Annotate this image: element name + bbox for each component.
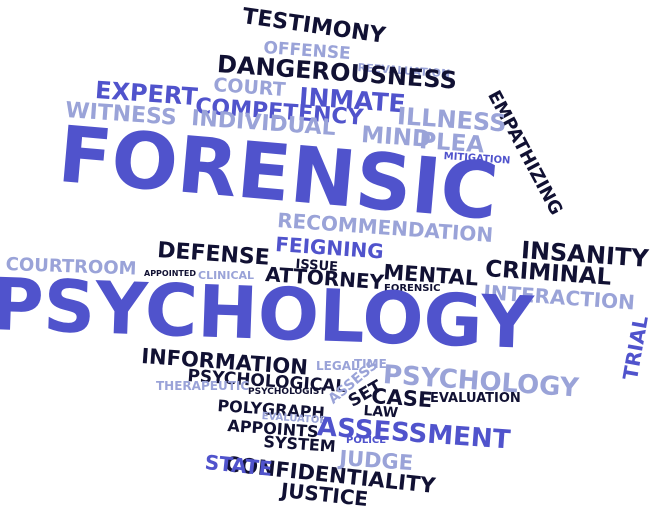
word-psychology-big: PSYCHOLOGY	[0, 262, 535, 365]
word-state: STATE	[203, 450, 274, 481]
word-appointed: APPOINTED	[144, 269, 196, 278]
word-clinical: CLINICAL	[198, 269, 255, 282]
word-feigning: FEIGNING	[274, 232, 385, 264]
word-evaluation: EVALUATION	[430, 391, 521, 406]
word-trial: TRIAL	[618, 313, 650, 382]
word-system: SYSTEM	[262, 432, 337, 457]
word-time: TIME	[354, 357, 387, 371]
word-psychologist: PSYCHOLOGIST	[248, 387, 326, 397]
word-therapeutic: THERAPEUTIC	[156, 379, 250, 393]
word-forensic-small: FORENSIC	[384, 283, 441, 294]
word-police: POLICE	[346, 435, 387, 446]
word-legal: LEGAL	[316, 359, 359, 373]
word-defense: DEFENSE	[156, 238, 271, 271]
